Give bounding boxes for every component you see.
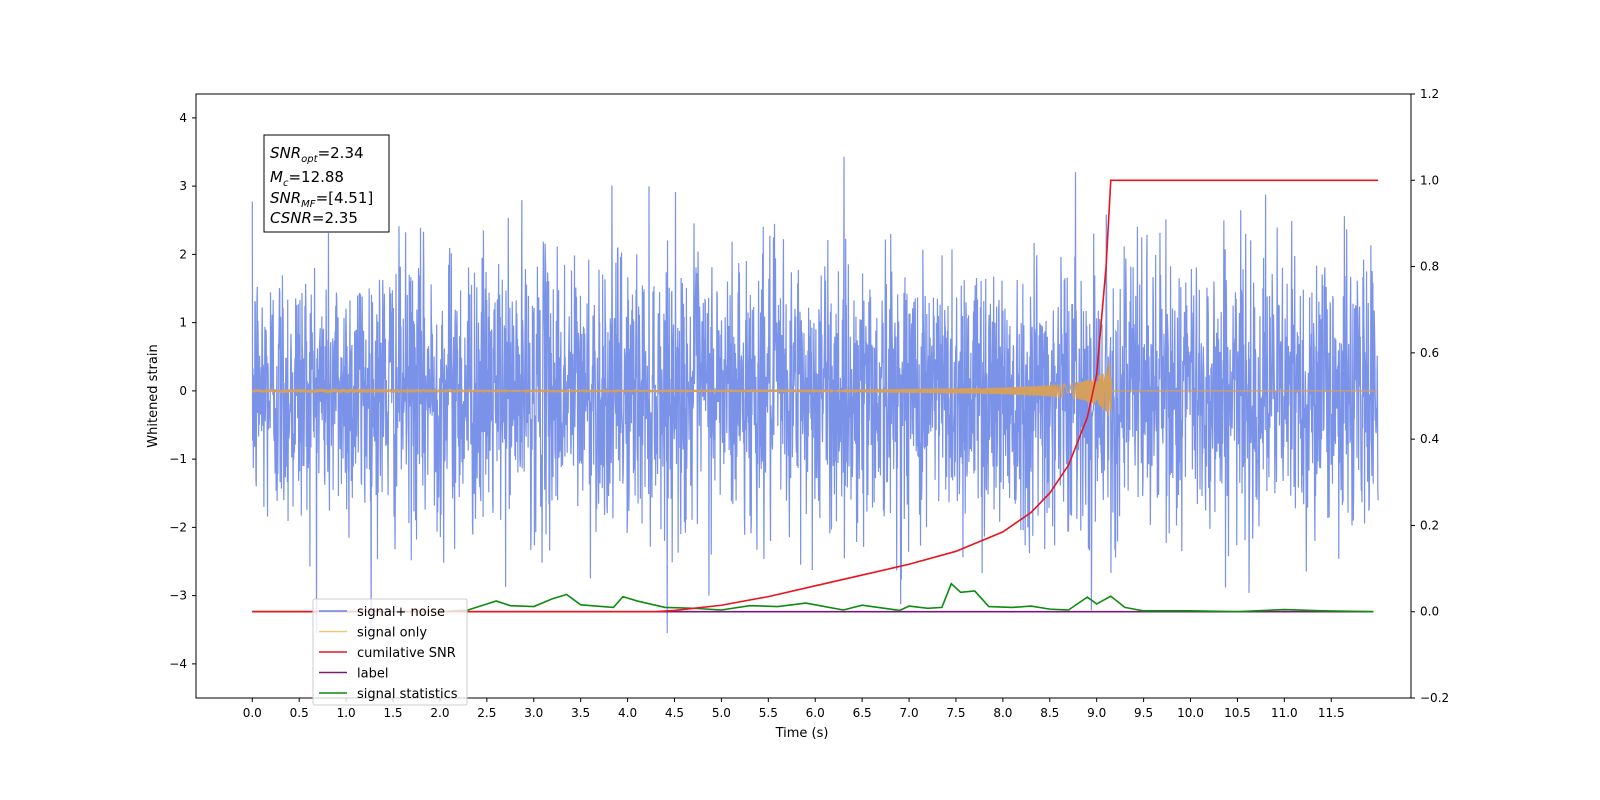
x-tick-label: 1.0 (337, 706, 356, 720)
y-tick-label: −2 (169, 520, 187, 534)
y2-tick-label: 1.2 (1420, 87, 1439, 101)
x-tick-label: 5.0 (712, 706, 731, 720)
x-tick-label: 2.5 (477, 706, 496, 720)
y-tick-label: −4 (169, 657, 187, 671)
axes-frame (195, 93, 1412, 699)
x-tick-label: 1.5 (383, 706, 402, 720)
series-signal-statistics (252, 582, 1374, 613)
legend-entry-label: signal+ noise (357, 605, 445, 620)
y-tick-label: 3 (179, 179, 187, 193)
ticks-layer: 0.0 0.5 1.0 1.5 2.0 2.5 3.0 3.5 4.0 4.5 5.0 5.5 6.0 6… (169, 87, 1449, 720)
legend-entry-label: label (357, 667, 388, 682)
x-tick-label: 5.5 (759, 706, 778, 720)
x-tick-label: 8.0 (993, 706, 1012, 720)
x-tick-label: 0.0 (243, 706, 262, 720)
y-tick-label: 1 (179, 316, 187, 330)
x-tick-label: 6.0 (806, 706, 825, 720)
x-tick-label: 9.5 (1134, 706, 1153, 720)
stat-chirp-mass: Mc=12.88 (270, 168, 344, 189)
y-tick-label: −3 (169, 589, 187, 603)
stats-box-frame (263, 134, 390, 233)
x-tick-label: 4.5 (665, 706, 684, 720)
x-tick-label: 6.5 (853, 706, 872, 720)
y-axis-label: Whitened strain (146, 344, 161, 447)
x-tick-label: 7.5 (946, 706, 965, 720)
x-tick-label: 2.0 (430, 706, 449, 720)
x-axis-label: Time (s) (775, 726, 829, 741)
legend-entry-label: signal statistics (357, 687, 458, 702)
series-signal-only (251, 362, 1379, 417)
y2-tick-label: 0.4 (1420, 432, 1439, 446)
y2-tick-label: 0.2 (1420, 518, 1439, 532)
x-tick-label: 3.0 (524, 706, 543, 720)
stat-snr-mf: SNRMF=[4.51] (270, 189, 373, 210)
stat-snr-opt: SNRopt=2.34 (270, 144, 364, 165)
x-tick-label: 0.5 (290, 706, 309, 720)
y2-tick-label: 1.0 (1420, 173, 1439, 187)
x-tick-label: 11.0 (1271, 706, 1298, 720)
x-tick-label: 8.5 (1040, 706, 1059, 720)
y-tick-label: 0 (179, 384, 187, 398)
legend-entry-label: signal only (357, 626, 427, 641)
y-tick-label: 4 (179, 111, 187, 125)
x-tick-label: 10.0 (1177, 706, 1204, 720)
x-tick-label: 10.5 (1224, 706, 1251, 720)
y2-tick-label: −0.2 (1420, 691, 1449, 705)
legend-frame (312, 598, 468, 706)
y2-tick-label: 0.6 (1420, 346, 1439, 360)
legend-entry-label: cumilative SNR (357, 646, 456, 661)
y-tick-label: −1 (169, 452, 187, 466)
y-tick-label: 2 (179, 247, 187, 261)
x-tick-label: 3.5 (571, 706, 590, 720)
series-signal-noise (251, 156, 1379, 634)
x-tick-label: 11.5 (1318, 706, 1345, 720)
x-tick-label: 9.0 (1087, 706, 1106, 720)
x-tick-label: 4.0 (618, 706, 637, 720)
series-cumulative-snr (252, 179, 1379, 613)
legend: signal+ noise signal only cumilative SNR la… (312, 598, 468, 706)
stat-csnr: CSNR=2.35 (270, 209, 358, 227)
y2-tick-label: 0.8 (1420, 260, 1439, 274)
stats-box: SNRopt=2.34 Mc=12.88 SNRMF=[4.51] CSNR=2… (263, 134, 390, 233)
x-tick-label: 7.0 (900, 706, 919, 720)
y2-tick-label: 0.0 (1420, 605, 1439, 619)
